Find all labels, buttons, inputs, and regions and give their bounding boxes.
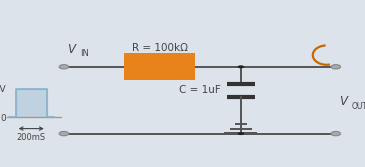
Text: V: V — [68, 43, 76, 56]
Text: OUT: OUT — [351, 102, 365, 111]
Text: 10V: 10V — [0, 85, 6, 94]
Text: C = 1uF: C = 1uF — [179, 85, 221, 95]
Text: 0: 0 — [0, 114, 6, 123]
Circle shape — [238, 65, 244, 68]
Circle shape — [59, 65, 69, 69]
Text: IN: IN — [80, 49, 89, 58]
Circle shape — [238, 132, 244, 135]
Circle shape — [59, 131, 69, 136]
Text: R = 100kΩ: R = 100kΩ — [132, 43, 188, 53]
Text: 200mS: 200mS — [17, 133, 46, 142]
Circle shape — [331, 65, 341, 69]
Circle shape — [331, 131, 341, 136]
Text: V: V — [339, 95, 347, 108]
Bar — [124, 53, 195, 80]
